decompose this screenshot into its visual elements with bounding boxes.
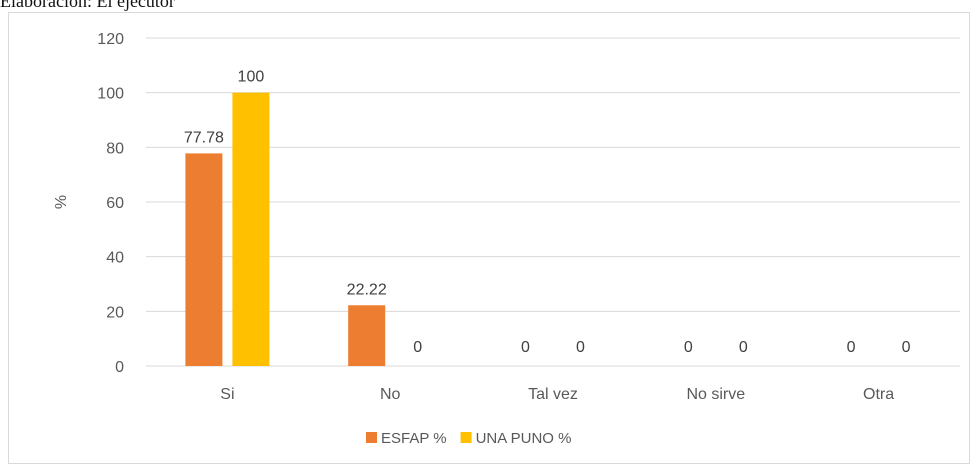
data-label: 22.22 [347,281,387,298]
data-labels: 77.78 100 22.22 0 0 0 0 0 0 0 [184,69,911,356]
y-tick-label: 80 [106,140,124,157]
y-tick-label: 120 [97,31,124,48]
data-label: 0 [847,339,856,356]
legend: ESFAP % UNA PUNO % [366,430,571,447]
bar-si-series-1 [185,153,223,366]
y-tick-label: 0 [115,359,124,376]
x-tick-label: No [380,386,401,403]
x-axis-ticks: Si No Tal vez No sirve Otra [220,386,894,403]
bar-no-series-1 [348,305,386,366]
grid-lines [146,37,960,367]
legend-label: ESFAP % [381,430,447,447]
y-tick-label: 60 [106,195,124,212]
data-label: 0 [576,339,585,356]
x-tick-label: Si [220,386,234,403]
bars [185,92,386,367]
legend-swatch [366,432,377,443]
y-tick-label: 100 [97,86,124,103]
data-label: 100 [238,69,265,86]
data-label: 77.78 [184,129,224,146]
bar-si-series-2 [232,92,270,367]
x-tick-label: Tal vez [528,386,578,403]
legend-label: UNA PUNO % [476,430,572,447]
y-axis-ticks: 0 20 40 60 80 100 120 [97,31,124,376]
chart-frame [8,12,970,464]
x-tick-label: Otra [863,386,894,403]
data-label: 0 [521,339,530,356]
legend-swatch [460,432,472,443]
y-axis-label: % [53,195,70,209]
y-tick-label: 40 [106,250,124,267]
x-tick-label: No sirve [686,386,745,403]
source-caption: Elaboración: El ejecutor [0,0,175,11]
data-label: 0 [413,339,422,356]
y-tick-label: 20 [106,304,124,321]
data-label: 0 [902,339,911,356]
data-label: 0 [739,339,748,356]
data-label: 0 [684,339,693,356]
